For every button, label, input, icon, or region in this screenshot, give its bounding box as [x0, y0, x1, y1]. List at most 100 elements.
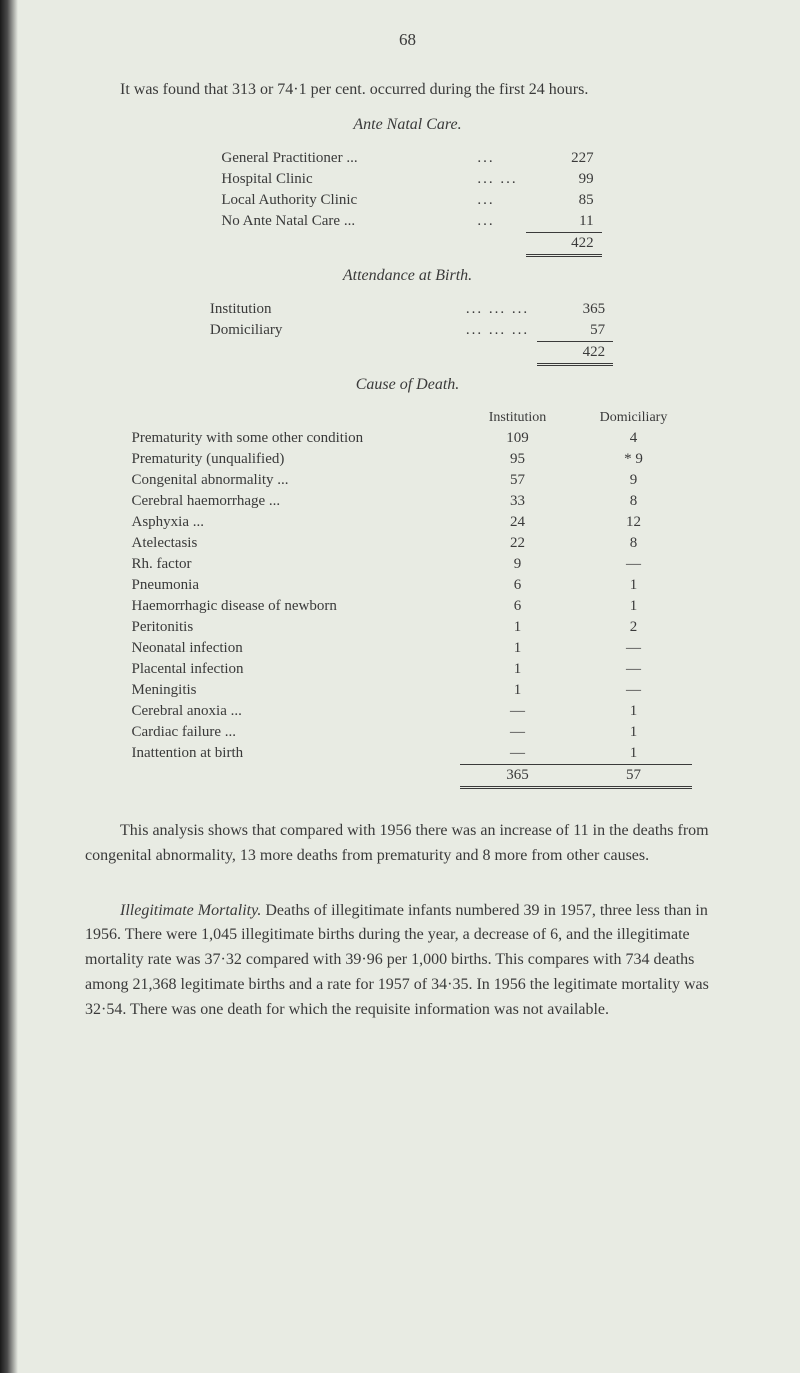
table-total-row: 422 — [213, 233, 601, 256]
ante-natal-table: General Practitioner ......227 Hospital … — [213, 148, 601, 257]
row-label: Local Authority Clinic — [213, 190, 469, 211]
row-label: Prematurity (unqualified) — [124, 449, 460, 470]
ante-natal-title: Ante Natal Care. — [85, 116, 730, 134]
row-dom: — — [576, 680, 692, 701]
row-inst: 95 — [460, 449, 576, 470]
table-row: Congenital abnormality ...579 — [124, 470, 692, 491]
row-value: 57 — [537, 320, 613, 342]
row-label: Cerebral haemorrhage ... — [124, 491, 460, 512]
table-row: Cardiac failure ...—1 — [124, 722, 692, 743]
row-dom: 8 — [576, 533, 692, 554]
table-row: Inattention at birth—1 — [124, 743, 692, 765]
row-inst: 1 — [460, 617, 576, 638]
cause-header-row: Institution Domiciliary — [124, 408, 692, 428]
cause-title: Cause of Death. — [85, 376, 730, 394]
table-row: Pneumonia61 — [124, 575, 692, 596]
attendance-table: Institution... ... ...365 Domiciliary...… — [202, 299, 613, 366]
row-label: Hospital Clinic — [213, 169, 469, 190]
row-inst: — — [460, 722, 576, 743]
row-inst: 24 — [460, 512, 576, 533]
row-dom: 2 — [576, 617, 692, 638]
row-dom: 9 — [576, 470, 692, 491]
header-domiciliary: Domiciliary — [576, 408, 692, 428]
table-row: Meningitis1— — [124, 680, 692, 701]
table-row: Cerebral anoxia ...—1 — [124, 701, 692, 722]
row-inst: 1 — [460, 638, 576, 659]
table-row: Atelectasis228 — [124, 533, 692, 554]
row-inst: 22 — [460, 533, 576, 554]
row-dom: 1 — [576, 596, 692, 617]
row-value: 227 — [526, 148, 602, 169]
row-label: Peritonitis — [124, 617, 460, 638]
row-label: General Practitioner ... — [213, 148, 469, 169]
table-total-row: 422 — [202, 342, 613, 365]
row-label: Cerebral anoxia ... — [124, 701, 460, 722]
row-label: Rh. factor — [124, 554, 460, 575]
table-row: Peritonitis12 — [124, 617, 692, 638]
row-dom: 12 — [576, 512, 692, 533]
row-label: Congenital abnormality ... — [124, 470, 460, 491]
row-label: Cardiac failure ... — [124, 722, 460, 743]
row-dom: * 9 — [576, 449, 692, 470]
row-value: 365 — [537, 299, 613, 320]
row-label: Asphyxia ... — [124, 512, 460, 533]
table-row: Haemorrhagic disease of newborn61 — [124, 596, 692, 617]
page-content: 68 It was found that 313 or 74·1 per cen… — [0, 0, 800, 1069]
row-dom: 1 — [576, 722, 692, 743]
total-value: 422 — [526, 233, 602, 256]
row-dom: 4 — [576, 428, 692, 449]
row-label: Inattention at birth — [124, 743, 460, 765]
row-label: Institution — [202, 299, 458, 320]
table-row: Hospital Clinic... ...99 — [213, 169, 601, 190]
row-inst: 9 — [460, 554, 576, 575]
row-dom: 1 — [576, 701, 692, 722]
row-dom: — — [576, 638, 692, 659]
row-label: Meningitis — [124, 680, 460, 701]
row-inst: — — [460, 701, 576, 722]
row-dom: 1 — [576, 575, 692, 596]
attendance-title: Attendance at Birth. — [85, 267, 730, 285]
header-institution: Institution — [460, 408, 576, 428]
row-inst: 6 — [460, 596, 576, 617]
table-row: Rh. factor9— — [124, 554, 692, 575]
row-label: Pneumonia — [124, 575, 460, 596]
total-dom: 57 — [576, 765, 692, 788]
row-dom: 8 — [576, 491, 692, 512]
table-row: Asphyxia ...2412 — [124, 512, 692, 533]
table-row: Placental infection1— — [124, 659, 692, 680]
row-value: 85 — [526, 190, 602, 211]
row-label: Atelectasis — [124, 533, 460, 554]
row-inst: 33 — [460, 491, 576, 512]
row-dom: — — [576, 554, 692, 575]
table-row: No Ante Natal Care ......11 — [213, 211, 601, 233]
row-label: Haemorrhagic disease of newborn — [124, 596, 460, 617]
row-label: Neonatal infection — [124, 638, 460, 659]
row-dom: 1 — [576, 743, 692, 765]
illegitimate-paragraph: Illegitimate Mortality. Deaths of illegi… — [85, 899, 730, 1023]
table-row: Local Authority Clinic...85 — [213, 190, 601, 211]
cause-table: Institution Domiciliary Prematurity with… — [124, 408, 692, 789]
page-number: 68 — [85, 30, 730, 50]
row-value: 99 — [526, 169, 602, 190]
row-inst: — — [460, 743, 576, 765]
row-inst: 1 — [460, 680, 576, 701]
row-inst: 109 — [460, 428, 576, 449]
table-row: Domiciliary... ... ...57 — [202, 320, 613, 342]
analysis-paragraph: This analysis shows that compared with 1… — [85, 819, 730, 869]
row-label: No Ante Natal Care ... — [213, 211, 469, 233]
row-label: Placental infection — [124, 659, 460, 680]
row-label: Prematurity with some other condition — [124, 428, 460, 449]
table-row: Neonatal infection1— — [124, 638, 692, 659]
illegitimate-text: Deaths of illegitimate infants numbered … — [85, 902, 709, 1018]
table-row: Prematurity with some other condition109… — [124, 428, 692, 449]
cause-total-row: 365 57 — [124, 765, 692, 788]
row-inst: 6 — [460, 575, 576, 596]
row-inst: 1 — [460, 659, 576, 680]
illegitimate-label: Illegitimate Mortality. — [120, 902, 261, 919]
total-inst: 365 — [460, 765, 576, 788]
row-label: Domiciliary — [202, 320, 458, 342]
row-dom: — — [576, 659, 692, 680]
row-value: 11 — [526, 211, 602, 233]
row-inst: 57 — [460, 470, 576, 491]
intro-paragraph: It was found that 313 or 74·1 per cent. … — [85, 78, 730, 102]
